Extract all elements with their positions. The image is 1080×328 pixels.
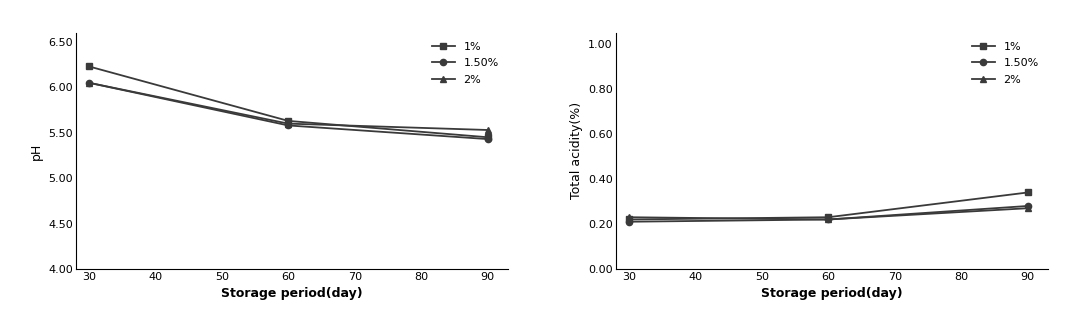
2%	[82, 81, 95, 85]
Line: 2%: 2%	[625, 205, 1030, 223]
1%	[1022, 191, 1035, 195]
1%	[822, 215, 835, 219]
X-axis label: Storage period(day): Storage period(day)	[220, 287, 363, 300]
1%	[282, 119, 295, 123]
1.50%	[622, 220, 635, 224]
1.50%	[482, 137, 495, 141]
2%	[622, 215, 635, 219]
Line: 1.50%: 1.50%	[85, 80, 490, 142]
1.50%	[1022, 204, 1035, 208]
Line: 1%: 1%	[625, 189, 1030, 223]
Legend: 1%, 1.50%, 2%: 1%, 1.50%, 2%	[429, 38, 502, 88]
Y-axis label: pH: pH	[29, 142, 42, 159]
Line: 1%: 1%	[85, 63, 490, 140]
1%	[622, 217, 635, 221]
1%	[482, 135, 495, 139]
2%	[822, 217, 835, 221]
1.50%	[822, 217, 835, 221]
2%	[1022, 206, 1035, 210]
Legend: 1%, 1.50%, 2%: 1%, 1.50%, 2%	[969, 38, 1042, 88]
1%	[82, 64, 95, 68]
X-axis label: Storage period(day): Storage period(day)	[760, 287, 903, 300]
1.50%	[82, 81, 95, 85]
Line: 2%: 2%	[85, 80, 490, 133]
1.50%	[282, 123, 295, 127]
2%	[482, 128, 495, 132]
2%	[282, 122, 295, 126]
Y-axis label: Total acidity(%): Total acidity(%)	[569, 102, 582, 199]
Line: 1.50%: 1.50%	[625, 203, 1030, 225]
